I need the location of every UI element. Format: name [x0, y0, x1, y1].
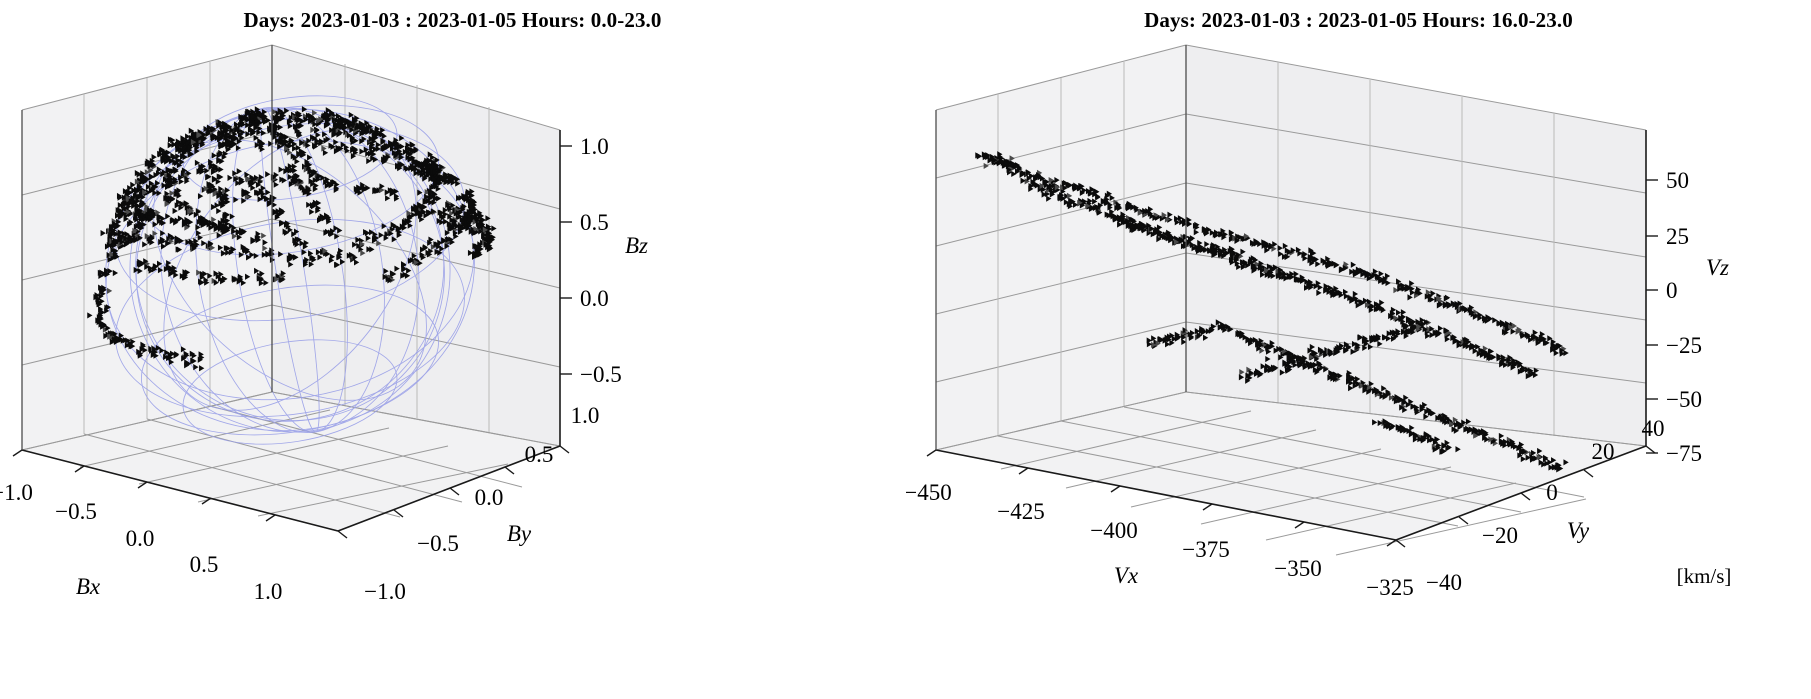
right-y-ticks: −40 −20 0 20 40 Vy [1395, 416, 1665, 595]
left-axis-spines [21, 45, 561, 532]
right-x-axis-label: Vx [1114, 563, 1139, 588]
right-ztick-5: 50 [1666, 168, 1689, 193]
left-z-ticks: 1.0 0.5 0.0 −0.5 Bz [560, 134, 648, 387]
right-xtick-2: −400 [1090, 518, 1137, 543]
left-ytick-0: −1.0 [364, 579, 406, 604]
right-ytick-0: −40 [1426, 570, 1462, 595]
right-unit-label: [km/s] [1677, 564, 1732, 588]
left-x-axis-label: Bx [76, 574, 101, 599]
left-ztick-1: −0.5 [580, 362, 622, 387]
left-scatter-points [87, 106, 497, 372]
right-axis-spines [935, 45, 1647, 541]
right-xtick-3: −375 [1182, 537, 1229, 562]
left-axes-3d[interactable]: −1.0 −0.5 0.0 0.5 1.0 Bx −1.0 −0.5 0. [0, 0, 905, 699]
left-y-ticks: −1.0 −0.5 0.0 0.5 1.0 By [337, 403, 600, 604]
left-xtick-0: −1.0 [0, 480, 33, 505]
right-ytick-1: −20 [1482, 523, 1518, 548]
left-y-axis-label: By [507, 521, 532, 546]
left-ytick-2: 0.0 [475, 485, 504, 510]
solar-wind-velocity-panel: Days: 2023-01-03 : 2023-01-05 Hours: 16.… [906, 0, 1811, 699]
right-xtick-4: −350 [1274, 556, 1321, 581]
right-ztick-0: −75 [1666, 441, 1702, 466]
right-panes [936, 45, 1646, 540]
left-ztick-2: 0.0 [580, 286, 609, 311]
right-y-axis-label: Vy [1567, 518, 1590, 543]
left-xtick-3: 0.5 [190, 552, 219, 577]
right-ytick-4: 40 [1642, 416, 1665, 441]
right-ztick-2: −25 [1666, 333, 1702, 358]
left-ztick-4: 1.0 [580, 134, 609, 159]
left-xtick-4: 1.0 [254, 579, 283, 604]
right-plot-title: Days: 2023-01-03 : 2023-01-05 Hours: 16.… [1144, 8, 1573, 32]
right-ztick-1: −50 [1666, 387, 1702, 412]
right-ytick-3: 20 [1592, 439, 1615, 464]
left-axes-svg[interactable]: −1.0 −0.5 0.0 0.5 1.0 Bx −1.0 −0.5 0. [0, 0, 905, 699]
left-ztick-3: 0.5 [580, 210, 609, 235]
right-xtick-0: −450 [906, 480, 952, 505]
left-plot-title: Days: 2023-01-03 : 2023-01-05 Hours: 0.0… [243, 8, 662, 32]
right-z-ticks: 50 25 0 −25 −50 −75 Vz [1646, 168, 1729, 466]
right-xtick-1: −425 [997, 499, 1044, 524]
right-ztick-4: 25 [1666, 224, 1689, 249]
left-x-ticks: −1.0 −0.5 0.0 0.5 1.0 Bx [0, 449, 283, 604]
right-scatter-points [975, 151, 1569, 473]
right-z-axis-label: Vz [1706, 255, 1729, 280]
right-ytick-2: 0 [1546, 480, 1558, 505]
left-ytick-4: 1.0 [571, 403, 600, 428]
right-xtick-5: −325 [1366, 575, 1413, 600]
left-z-axis-label: Bz [625, 233, 648, 258]
left-xtick-2: 0.0 [126, 526, 155, 551]
right-x-ticks: −450 −425 −400 −375 −350 −325 Vx [906, 449, 1414, 600]
right-axes-3d[interactable]: −450 −425 −400 −375 −350 −325 Vx −40 [906, 0, 1811, 699]
magnetic-field-panel: Days: 2023-01-03 : 2023-01-05 Hours: 0.0… [0, 0, 905, 699]
left-xtick-1: −0.5 [55, 499, 97, 524]
right-ztick-3: 0 [1666, 278, 1678, 303]
right-axes-svg[interactable]: −450 −425 −400 −375 −350 −325 Vx −40 [906, 0, 1811, 699]
left-ytick-1: −0.5 [417, 531, 459, 556]
left-ytick-3: 0.5 [525, 442, 554, 467]
